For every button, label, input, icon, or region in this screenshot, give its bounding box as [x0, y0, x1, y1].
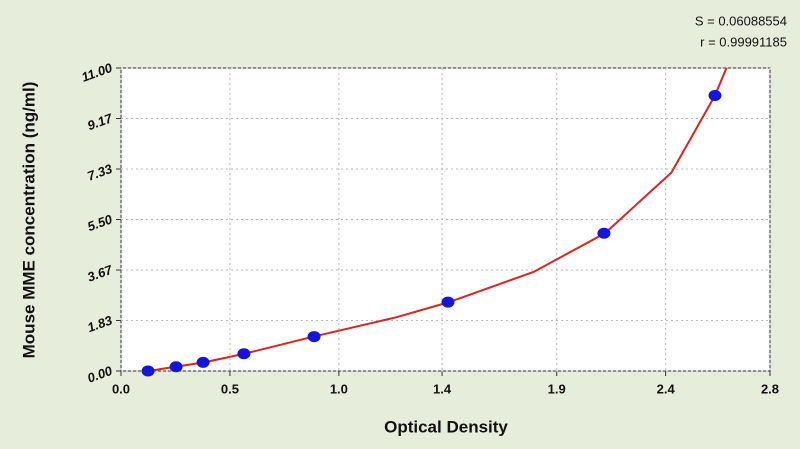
y-tick-label: 5.50 [85, 211, 115, 234]
y-tick-label: 1.83 [85, 312, 115, 335]
data-point [169, 361, 183, 373]
y-tick-label: 7.33 [85, 161, 115, 184]
y-tick-label: 0.00 [85, 363, 115, 386]
data-point [307, 331, 321, 343]
annotation: S = 0.06088554 [695, 13, 787, 28]
y-tick-label: 3.67 [85, 262, 115, 285]
x-tick-label: 1.0 [330, 381, 348, 396]
x-tick-label: 0.5 [221, 381, 239, 396]
y-axis-label: Mouse MME concentration (ng/ml) [19, 82, 38, 359]
x-tick-label: 2.8 [761, 381, 779, 396]
x-tick-label: 2.4 [657, 381, 676, 396]
data-point [708, 90, 722, 102]
data-point [237, 348, 251, 360]
data-point [141, 365, 155, 377]
x-tick-label: 1.4 [433, 381, 452, 396]
x-axis-label: Optical Density [384, 417, 508, 436]
x-tick-label: 1.9 [548, 381, 566, 396]
data-point [597, 227, 611, 239]
data-point [196, 356, 210, 368]
annotation: r = 0.99991185 [700, 34, 787, 49]
x-tick-label: 0.0 [112, 381, 130, 396]
data-point [441, 296, 455, 308]
y-tick-label: 9.17 [85, 110, 115, 133]
y-tick-label: 11.00 [79, 60, 115, 85]
